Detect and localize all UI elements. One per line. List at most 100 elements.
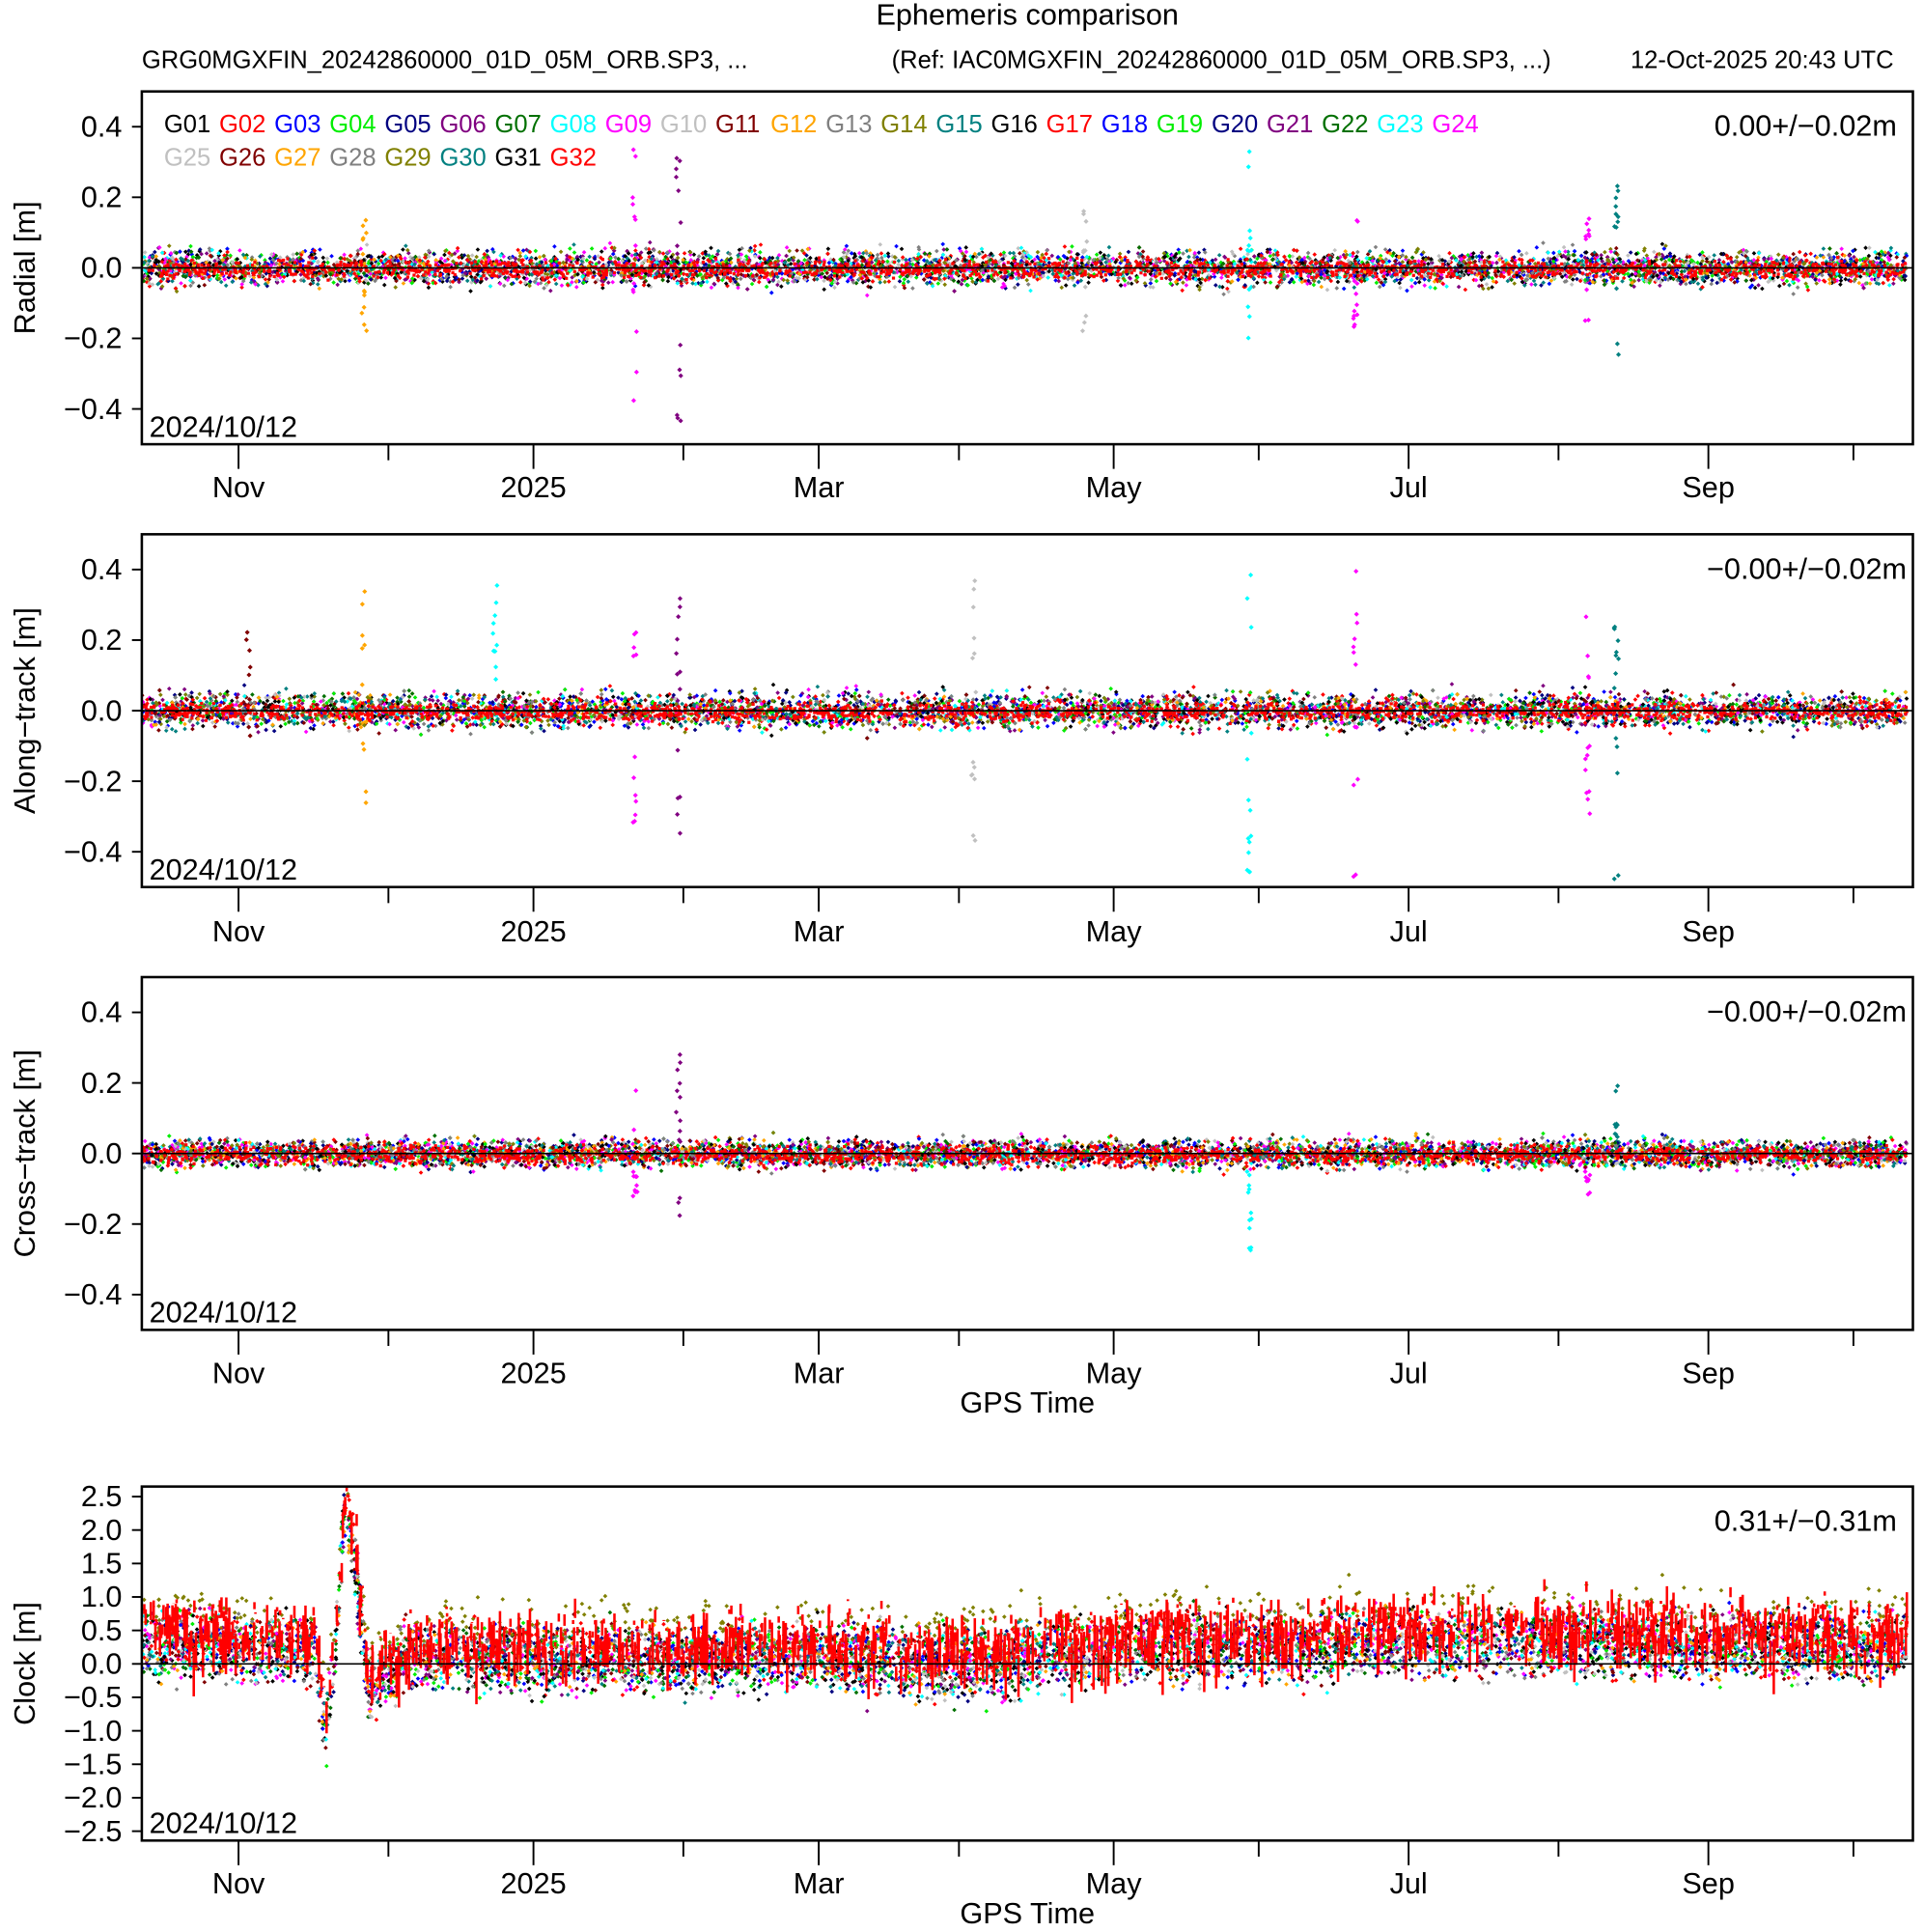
x-tick-label: Sep bbox=[1682, 915, 1735, 948]
legend-entry-g19: G19 bbox=[1157, 111, 1203, 138]
series-g08-points bbox=[145, 149, 1910, 341]
legend-entry-g01: G01 bbox=[164, 111, 210, 138]
statistics-label: 0.31+/−0.31m bbox=[1715, 1505, 1897, 1538]
panel-clock: 2.52.01.51.00.50.0−0.5−1.0−1.5−2.0−2.5 Cl… bbox=[9, 1480, 1914, 1930]
y-tick-label: 0.0 bbox=[81, 694, 123, 727]
legend-entry-g21: G21 bbox=[1267, 111, 1313, 138]
y-tick-label: 0.0 bbox=[81, 1137, 123, 1170]
legend-entry-g02: G02 bbox=[219, 111, 265, 138]
legend-entry-g05: G05 bbox=[384, 111, 431, 138]
series-g19-points bbox=[141, 1131, 1909, 1174]
y-axis-label: Clock [m] bbox=[9, 1602, 42, 1725]
x-tick-label: Sep bbox=[1682, 1867, 1735, 1900]
y-tick-label: −2.0 bbox=[64, 1781, 123, 1814]
plot-area bbox=[141, 1051, 1910, 1253]
legend-entry-g20: G20 bbox=[1212, 111, 1258, 138]
x-tick-label: Jul bbox=[1390, 1867, 1428, 1900]
legend-entry-g29: G29 bbox=[384, 144, 431, 171]
y-tick-label: −0.2 bbox=[64, 765, 123, 798]
x-tick-label: 2025 bbox=[500, 915, 566, 948]
series-g03-points bbox=[141, 1501, 1906, 1731]
y-tick-label: 0.4 bbox=[81, 110, 123, 143]
x-tick-label: May bbox=[1086, 915, 1143, 948]
plot-area bbox=[141, 147, 1910, 424]
x-tick-label: Mar bbox=[794, 1357, 845, 1389]
legend-entry-g13: G13 bbox=[825, 111, 872, 138]
legend-entry-g12: G12 bbox=[770, 111, 817, 138]
x-tick-label: Sep bbox=[1682, 471, 1735, 504]
legend-entry-g25: G25 bbox=[164, 144, 210, 171]
y-axis-label: Cross−track [m] bbox=[9, 1050, 42, 1257]
legend-entry-g16: G16 bbox=[991, 111, 1038, 138]
series-g15-points bbox=[149, 624, 1905, 882]
legend-entry-g06: G06 bbox=[439, 111, 486, 138]
y-tick-label: 2.5 bbox=[81, 1480, 123, 1513]
legend-entry-g11: G11 bbox=[715, 111, 760, 138]
legend-entry-g31: G31 bbox=[495, 144, 542, 171]
series-g06-points bbox=[146, 155, 1906, 424]
y-tick-label: −1.0 bbox=[64, 1715, 123, 1748]
series-g32-dense bbox=[142, 1140, 1907, 1168]
series-g25-points bbox=[141, 1574, 1909, 1722]
legend-entry-g27: G27 bbox=[274, 144, 321, 171]
legend-entry-g14: G14 bbox=[880, 111, 927, 138]
series-g09-points bbox=[142, 1526, 1909, 1713]
file-label: GRG0MGXFIN_20242860000_01D_05M_ORB.SP3, … bbox=[142, 46, 748, 73]
statistics-label: −0.00+/−0.02m bbox=[1707, 995, 1907, 1028]
x-tick-label: Mar bbox=[794, 915, 845, 948]
figure-title: Ephemeris comparison bbox=[876, 0, 1179, 32]
y-tick-label: 1.5 bbox=[81, 1548, 123, 1581]
legend-entry-g22: G22 bbox=[1322, 111, 1368, 138]
series-g32-dense bbox=[147, 256, 1908, 283]
start-date-label: 2024/10/12 bbox=[150, 1807, 297, 1840]
legend-entry-g18: G18 bbox=[1101, 111, 1148, 138]
series-g24-points bbox=[141, 1131, 1909, 1174]
y-tick-label: 2.0 bbox=[81, 1514, 123, 1547]
x-tick-label: 2025 bbox=[500, 471, 566, 504]
plot-area bbox=[141, 569, 1910, 882]
legend-entry-g28: G28 bbox=[329, 144, 376, 171]
legend-entry-g03: G03 bbox=[274, 111, 321, 138]
y-tick-label: −0.5 bbox=[64, 1681, 123, 1714]
y-tick-label: 0.4 bbox=[81, 553, 123, 586]
legend-entry-g15: G15 bbox=[935, 111, 982, 138]
y-tick-label: 1.0 bbox=[81, 1581, 123, 1613]
x-tick-label: May bbox=[1086, 471, 1143, 504]
y-tick-label: −0.4 bbox=[64, 835, 123, 868]
legend-entry-g24: G24 bbox=[1432, 111, 1478, 138]
panel-cross: 0.4 0.2 0.0 −0.2 −0.4 Cross−track [m] −0.00+/−… bbox=[9, 975, 1914, 1419]
legend-entry-g08: G08 bbox=[550, 111, 597, 138]
x-tick-label: Nov bbox=[212, 1867, 265, 1900]
y-tick-label: 0.2 bbox=[81, 1067, 123, 1100]
series-g32-dense bbox=[143, 699, 1909, 725]
series-g11-points bbox=[142, 630, 1908, 741]
x-tick-label: Mar bbox=[794, 1867, 845, 1900]
x-tick-label: 2025 bbox=[500, 1357, 566, 1389]
legend-entry-g17: G17 bbox=[1046, 111, 1093, 138]
series-g32-band bbox=[143, 1486, 1910, 1734]
y-tick-label: 0.4 bbox=[81, 996, 123, 1029]
y-tick-label: −0.4 bbox=[64, 393, 123, 426]
y-tick-label: −2.5 bbox=[64, 1815, 123, 1848]
y-tick-label: 0.0 bbox=[81, 1648, 123, 1681]
y-tick-label: −1.5 bbox=[64, 1748, 123, 1780]
x-tick-label: 2025 bbox=[500, 1867, 566, 1900]
legend-entry-g32: G32 bbox=[550, 144, 597, 171]
y-tick-label: −0.2 bbox=[64, 322, 123, 355]
start-date-label: 2024/10/12 bbox=[150, 410, 297, 443]
series-g32-points bbox=[141, 691, 1904, 732]
series-g30-points bbox=[186, 1135, 1904, 1175]
reference-label: (Ref: IAC0MGXFIN_20242860000_01D_05M_ORB… bbox=[892, 46, 1551, 73]
x-axis-label: GPS Time bbox=[960, 1897, 1095, 1930]
x-tick-label: Jul bbox=[1390, 1357, 1428, 1389]
x-tick-label: Mar bbox=[794, 471, 845, 504]
y-tick-label: −0.2 bbox=[64, 1208, 123, 1241]
x-tick-label: Nov bbox=[212, 471, 265, 504]
y-tick-label: 0.2 bbox=[81, 624, 123, 657]
timestamp: 12-Oct-2025 20:43 UTC bbox=[1631, 46, 1894, 73]
x-tick-label: Nov bbox=[212, 915, 265, 948]
start-date-label: 2024/10/12 bbox=[150, 1297, 297, 1330]
x-tick-label: Jul bbox=[1390, 471, 1428, 504]
legend-entry-g23: G23 bbox=[1377, 111, 1423, 138]
